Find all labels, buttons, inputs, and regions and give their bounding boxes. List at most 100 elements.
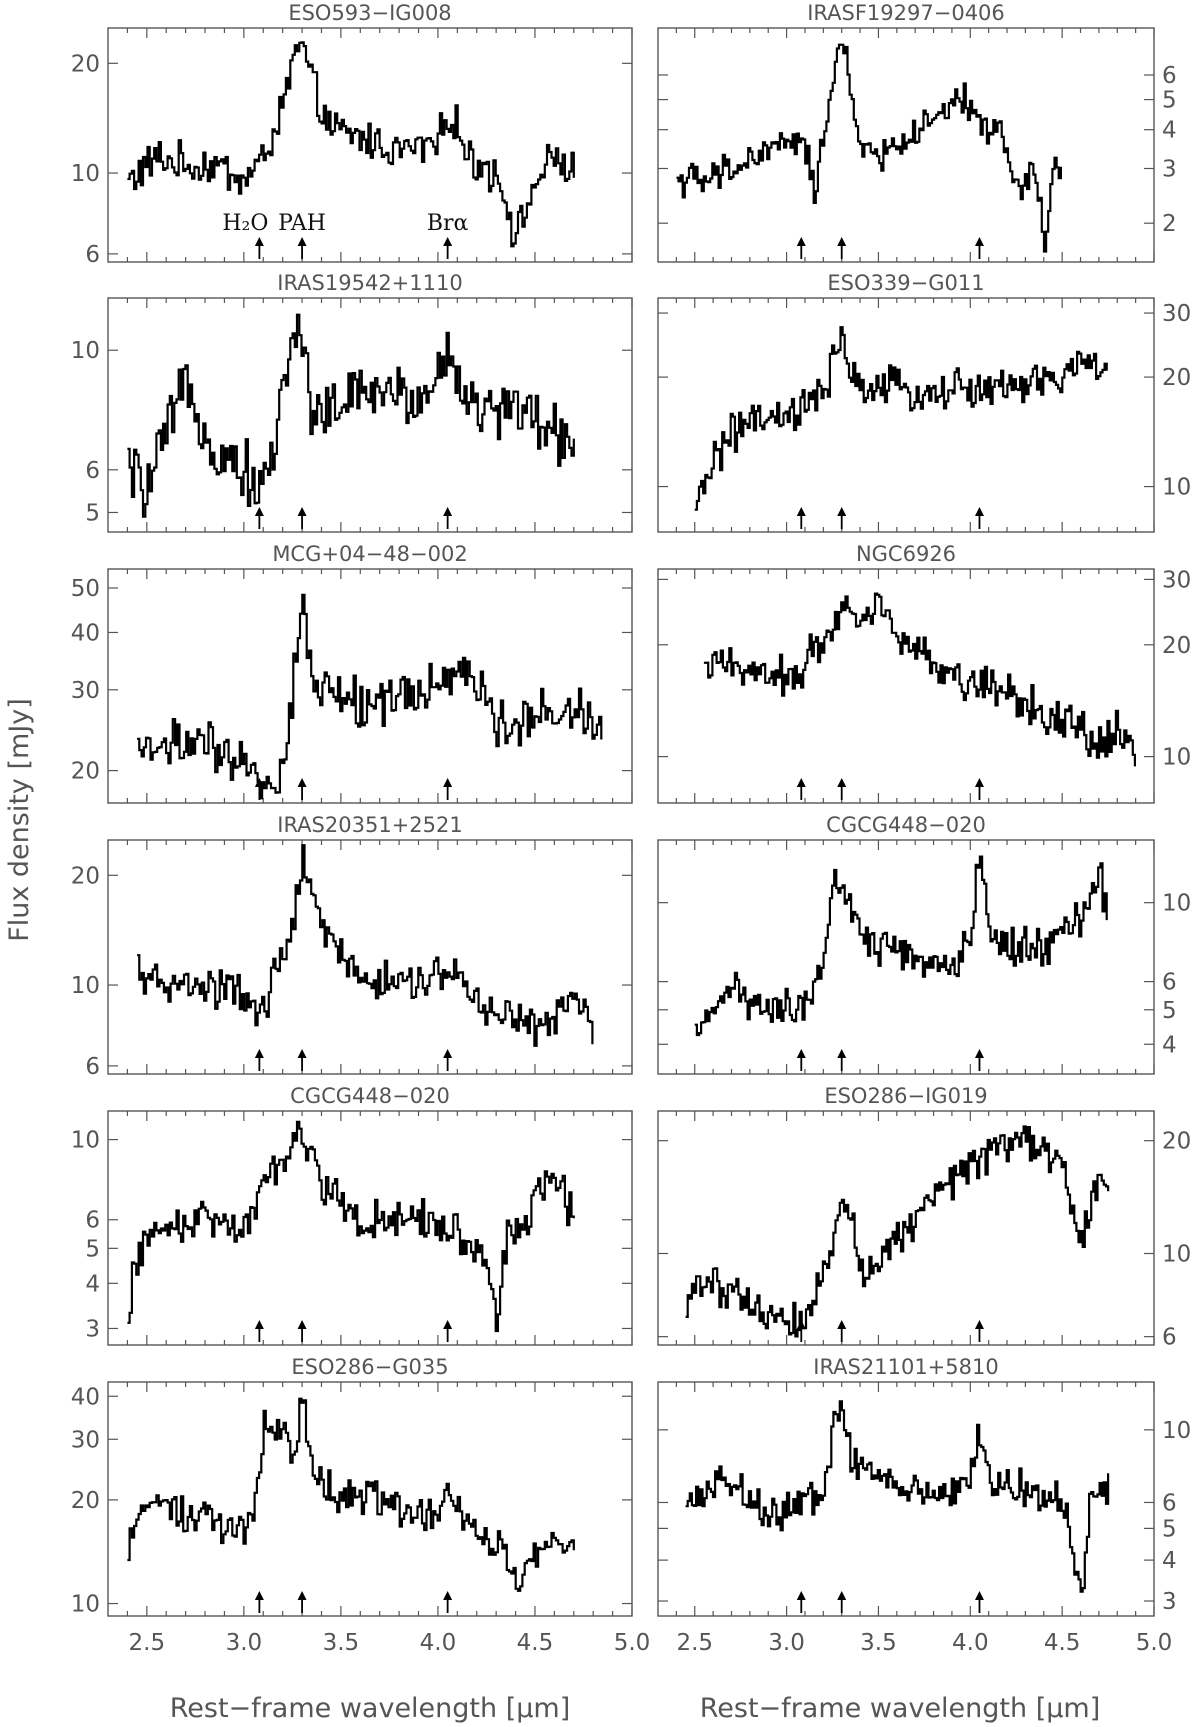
panel-title: NGC6926 — [856, 542, 956, 566]
panel-title: ESO286−IG019 — [824, 1084, 987, 1108]
x-tick-label: 3.5 — [323, 1630, 360, 1656]
panel-title: IRAS20351+2521 — [277, 813, 462, 837]
panel-frame — [107, 1110, 633, 1346]
feature-arrowhead — [443, 237, 453, 246]
panel-frame — [657, 1381, 1155, 1617]
x-tick-label: 4.0 — [952, 1630, 989, 1656]
x-tick-label: 3.0 — [768, 1630, 805, 1656]
y-tick-label: 40 — [71, 1384, 100, 1410]
feature-arrowhead — [297, 1591, 307, 1600]
panel-title: IRAS19542+1110 — [277, 271, 462, 295]
y-tick-label: 4 — [85, 1271, 100, 1297]
y-tick-label: 6 — [85, 458, 100, 484]
feature-arrowhead — [443, 1591, 453, 1600]
y-tick-label: 6 — [85, 1054, 100, 1080]
x-tick-label: 3.5 — [860, 1630, 897, 1656]
feature-arrowhead — [254, 1049, 264, 1058]
x-axis-label-right: Rest−frame wavelength [μm] — [700, 1693, 1101, 1724]
x-axis-label-left: Rest−frame wavelength [μm] — [170, 1693, 571, 1724]
feature-arrowhead — [837, 778, 847, 787]
panel-title: ESO339−G011 — [827, 271, 984, 295]
y-tick-label: 4 — [1162, 1548, 1177, 1574]
panel-frame — [657, 568, 1155, 804]
panel-frame — [657, 297, 1155, 533]
feature-arrowhead — [297, 507, 307, 516]
x-tick-label: 4.5 — [1044, 1630, 1081, 1656]
panel-title: IRASF19297−0406 — [807, 1, 1005, 25]
panel-title: CGCG448−020 — [826, 813, 986, 837]
y-tick-label: 6 — [1162, 63, 1177, 89]
spectrum-panel: ESO593−IG008 6 10 20 H₂O PAH Brα — [71, 1, 633, 268]
y-tick-label: 30 — [71, 678, 100, 704]
panel-frame — [107, 568, 633, 804]
feature-arrowhead — [443, 507, 453, 516]
y-tick-label: 3 — [1162, 1589, 1177, 1615]
y-tick-label: 10 — [71, 161, 100, 187]
y-tick-label: 5 — [85, 500, 100, 526]
spectrum-line — [127, 1120, 575, 1333]
feature-arrowhead — [974, 1049, 984, 1058]
y-tick-label: 40 — [71, 620, 100, 646]
spectrum-panel: CGCG448−020 3 4 56 10 — [71, 1084, 633, 1346]
spectrum-line — [137, 593, 603, 800]
y-tick-label: 20 — [71, 759, 100, 785]
spectrum-line — [703, 592, 1136, 767]
y-tick-label: 20 — [71, 51, 100, 77]
y-tick-label: 10 — [1162, 1242, 1191, 1268]
feature-arrowhead — [297, 778, 307, 787]
feature-arrowhead — [254, 237, 264, 246]
feature-arrowhead — [974, 778, 984, 787]
feature-arrowhead — [974, 507, 984, 516]
panel-title: ESO593−IG008 — [288, 1, 451, 25]
y-tick-label: 6 — [85, 1208, 100, 1234]
panel-title: IRAS21101+5810 — [813, 1355, 998, 1379]
spectrum-panel: IRAS20351+2521 6 10 20 — [71, 813, 633, 1080]
feature-arrowhead — [796, 237, 806, 246]
panel-frame — [107, 839, 633, 1075]
spectrum-panel: IRAS19542+1110 5 6 10 — [71, 271, 633, 533]
feature-arrowhead — [443, 1049, 453, 1058]
spectrum-line — [127, 313, 575, 518]
panel-frame — [107, 1381, 633, 1617]
y-tick-label: 5 — [1162, 88, 1177, 114]
y-tick-label: 10 — [71, 973, 100, 999]
spectrum-line — [676, 43, 1062, 253]
y-tick-label: 6 — [1162, 1490, 1177, 1516]
feature-arrowhead — [974, 1320, 984, 1329]
feature-arrowhead — [297, 1049, 307, 1058]
y-tick-label: 3 — [1162, 156, 1177, 182]
x-tick-label: 3.0 — [226, 1630, 263, 1656]
panel-title: CGCG448−020 — [290, 1084, 450, 1108]
y-tick-label: 30 — [1162, 567, 1191, 593]
y-tick-label: 20 — [71, 863, 100, 889]
x-tick-label: 2.5 — [676, 1630, 713, 1656]
feature-arrowhead — [254, 1320, 264, 1329]
y-tick-label: 10 — [1162, 475, 1191, 501]
spectrum-panel: ESO286−IG019 6 10 20 — [657, 1084, 1191, 1351]
feature-arrowhead — [837, 237, 847, 246]
feature-label: PAH — [278, 211, 326, 236]
feature-arrowhead — [297, 237, 307, 246]
feature-arrowhead — [837, 507, 847, 516]
spectrum-panels: ESO593−IG008 6 10 20 H₂O PAH Brα IRASF19297−040… — [71, 1, 1192, 1618]
spectrum-line — [127, 41, 575, 248]
panel-frame — [657, 1110, 1155, 1346]
y-tick-label: 30 — [71, 1427, 100, 1453]
feature-label: Brα — [427, 211, 469, 236]
y-tick-label: 6 — [1162, 1325, 1177, 1351]
y-tick-label: 10 — [71, 338, 100, 364]
spectrum-line — [127, 1397, 575, 1592]
y-tick-label: 5 — [85, 1236, 100, 1262]
y-tick-label: 10 — [71, 1128, 100, 1154]
spectrum-panel: NGC6926 10 20 30 — [657, 542, 1191, 804]
panel-title: ESO286−G035 — [291, 1355, 448, 1379]
x-tick-label: 4.0 — [420, 1630, 457, 1656]
feature-arrowhead — [974, 1591, 984, 1600]
panel-frame — [657, 27, 1155, 263]
spectrum-panel: ESO286−G035 10 20 30 40 — [71, 1355, 633, 1618]
y-tick-label: 20 — [1162, 633, 1191, 659]
feature-arrowhead — [796, 778, 806, 787]
feature-label: H₂O — [222, 211, 268, 236]
y-tick-label: 4 — [1162, 1032, 1177, 1058]
y-tick-label: 10 — [1162, 745, 1191, 771]
